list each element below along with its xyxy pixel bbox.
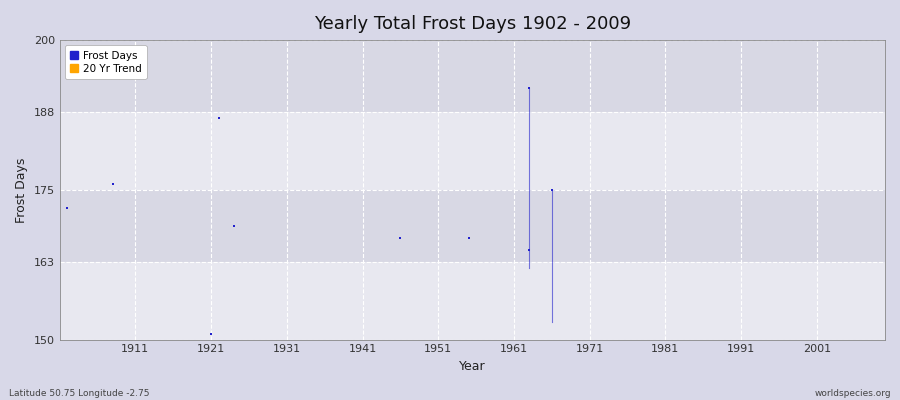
Point (227, 222, 241, 229)
Point (393, 234, 408, 241)
Point (522, 246, 536, 253)
Point (522, 85, 536, 91)
Bar (59, 262, 885, 340)
Bar (59, 112, 885, 190)
Title: Yearly Total Frost Days 1902 - 2009: Yearly Total Frost Days 1902 - 2009 (314, 15, 631, 33)
Y-axis label: Frost Days: Frost Days (15, 157, 28, 222)
Legend: Frost Days, 20 Yr Trend: Frost Days, 20 Yr Trend (65, 45, 147, 79)
Point (60, 205, 75, 211)
Point (204, 330, 219, 337)
Point (462, 234, 476, 241)
Text: worldspecies.org: worldspecies.org (814, 389, 891, 398)
Bar (59, 190, 885, 262)
Point (544, 187, 559, 193)
X-axis label: Year: Year (459, 360, 486, 373)
Point (212, 115, 226, 121)
Bar (59, 40, 885, 112)
Text: Latitude 50.75 Longitude -2.75: Latitude 50.75 Longitude -2.75 (9, 389, 149, 398)
Point (105, 181, 120, 187)
